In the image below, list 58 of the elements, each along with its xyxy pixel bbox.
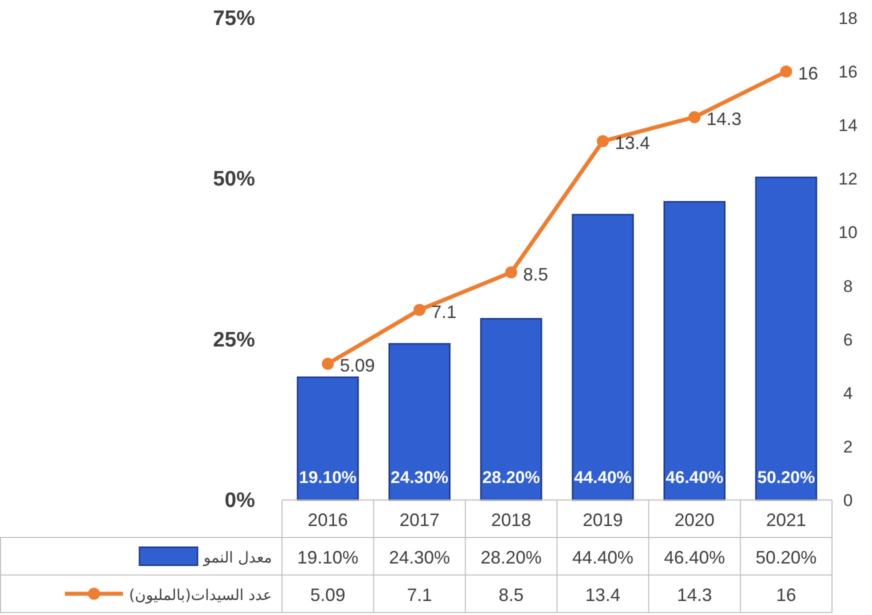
data-label: 46.40%: [664, 547, 726, 568]
data-label: 13.4: [585, 584, 620, 605]
x-tick-label: 2018: [491, 510, 532, 530]
text: 50.20%: [757, 468, 816, 487]
text: 28.20%: [482, 468, 540, 487]
y2-tick-label: 6: [843, 330, 853, 350]
text: 13.4: [614, 133, 650, 154]
point: [596, 135, 609, 148]
bar: [755, 176, 818, 501]
point: [322, 358, 334, 370]
text: 14.3: [706, 109, 742, 130]
y2-tick-label: 12: [838, 170, 858, 189]
text: 5.09: [340, 356, 375, 376]
x-tick-label: 2021: [766, 510, 806, 530]
data-label: 50.20%: [756, 547, 817, 568]
x-tick-label: 2016: [308, 510, 348, 530]
y2-tick-label: 14: [838, 116, 858, 136]
text: 24.30%: [390, 468, 448, 487]
data-label: 28.20%: [480, 547, 542, 568]
x-tick-label: 2019: [582, 510, 623, 530]
bar: [572, 214, 634, 501]
data-label: 16: [776, 584, 796, 605]
x-tick-label: 2017: [399, 510, 440, 530]
point: [688, 111, 700, 124]
text: 8.5: [523, 264, 548, 284]
text: 44.40%: [574, 468, 632, 487]
data-label: 44.40%: [572, 547, 634, 568]
y-tick-label: 0%: [224, 489, 256, 512]
data-label: 19.10%: [297, 547, 358, 568]
data-label: 8.5: [498, 584, 524, 605]
data-label: 5.09: [310, 584, 346, 605]
y2-tick-label: 2: [843, 437, 853, 456]
y2-tick-label: 0: [843, 491, 853, 510]
bar: [480, 318, 542, 501]
bar: [296, 376, 359, 501]
bar: [664, 201, 726, 501]
y-tick-label: 25%: [212, 328, 256, 352]
legend-label: عدد السيدات(بالمليون): [128, 586, 272, 604]
text: 16: [798, 64, 818, 84]
y2-tick-label: 16: [838, 62, 858, 82]
data-label: 24.30%: [388, 547, 450, 568]
x-tick-label: 2020: [674, 510, 715, 530]
y2-tick-label: 4: [843, 384, 853, 403]
data-label: 14.3: [676, 584, 712, 605]
point: [780, 66, 792, 78]
y2-tick-label: 8: [843, 276, 853, 296]
text: 46.40%: [666, 468, 724, 487]
point: [414, 304, 426, 316]
data-label: 7.1: [406, 584, 432, 605]
y-tick-label: 50%: [212, 168, 256, 191]
bar: [388, 343, 450, 501]
y-tick-label: 75%: [212, 7, 256, 30]
y2-tick-label: 10: [838, 223, 858, 242]
legend-label: معدل النمو: [202, 548, 272, 566]
point: [505, 266, 518, 278]
y2-tick-label: 18: [838, 9, 858, 28]
text: 19.10%: [298, 468, 357, 487]
text: 7.1: [432, 302, 457, 322]
